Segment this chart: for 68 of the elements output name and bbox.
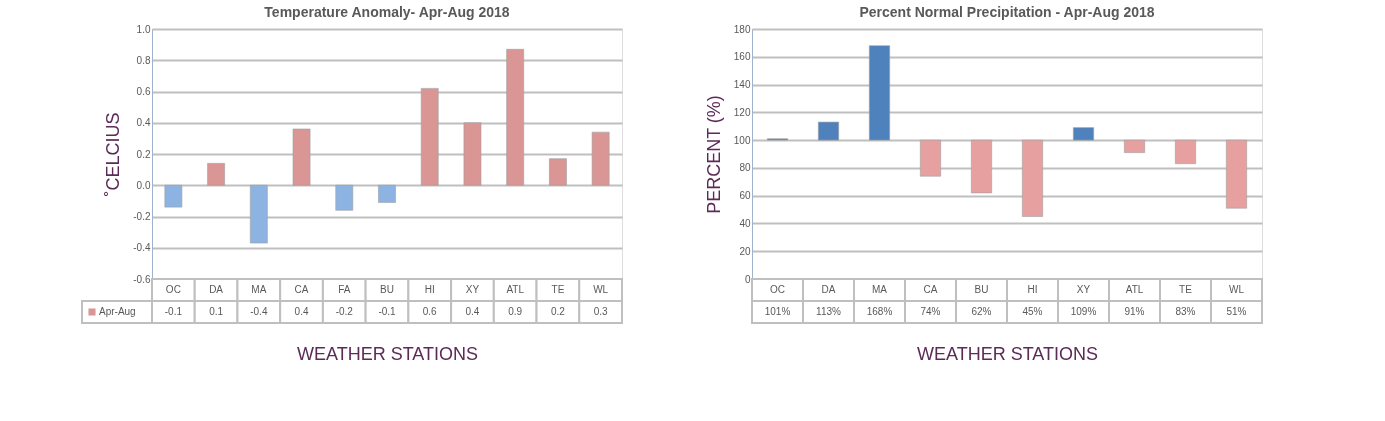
chart-title: Temperature Anomaly- Apr-Aug 2018 xyxy=(264,4,510,20)
y-tick-label: 140 xyxy=(733,79,751,91)
y-tick-label: 80 xyxy=(739,162,751,174)
y-tick-label: 40 xyxy=(739,217,751,229)
data-label: 62% xyxy=(971,306,992,317)
chart-title: Percent Normal Precipitation - Apr-Aug 2018 xyxy=(859,4,1155,20)
x-tick-label: CA xyxy=(294,284,309,295)
data-label: 0.4 xyxy=(465,306,480,317)
x-tick-label: BU xyxy=(380,284,394,295)
y-tick-label: 0.0 xyxy=(136,179,151,191)
x-tick-label: MA xyxy=(872,284,888,295)
x-tick-label: TE xyxy=(551,284,565,295)
x-tick-label: MA xyxy=(251,284,267,295)
y-axis-title: ˚CELCIUS xyxy=(103,112,124,197)
y-tick-label: 1.0 xyxy=(136,23,151,35)
y-axis-title: PERCENT (%) xyxy=(703,95,724,214)
x-tick-label: XY xyxy=(1076,284,1091,295)
data-label: 91% xyxy=(1124,306,1145,317)
data-label: 45% xyxy=(1022,306,1043,317)
legend-label: Apr-Aug xyxy=(99,306,136,317)
x-tick-label: DA xyxy=(209,284,224,295)
data-label: 74% xyxy=(920,306,941,317)
x-tick-label: DA xyxy=(821,284,836,295)
y-tick-label: 60 xyxy=(739,190,751,202)
x-tick-label: FA xyxy=(338,284,351,295)
x-axis-title: WEATHER STATIONS xyxy=(916,343,1099,364)
x-tick-label: OC xyxy=(770,284,785,295)
data-label: 113% xyxy=(816,306,842,317)
data-label: -0.1 xyxy=(164,306,183,317)
y-tick-label: 160 xyxy=(733,51,751,63)
data-label: 83% xyxy=(1175,306,1196,317)
data-label: 0.4 xyxy=(294,306,309,317)
data-label: -0.1 xyxy=(378,306,397,317)
x-tick-label: BU xyxy=(974,284,989,295)
y-tick-label: 0 xyxy=(744,273,751,285)
y-tick-label: -0.2 xyxy=(133,211,151,222)
data-label: 101% xyxy=(764,306,791,317)
x-tick-label: HI xyxy=(424,284,435,295)
y-tick-label: -0.4 xyxy=(133,242,151,254)
data-label: 0.1 xyxy=(209,306,224,317)
y-tick-label: 0.4 xyxy=(136,117,151,129)
y-tick-label: 20 xyxy=(739,245,751,257)
x-tick-label: OC xyxy=(165,284,181,295)
x-tick-label: HI xyxy=(1027,284,1038,295)
data-label: -0.2 xyxy=(335,306,354,317)
y-tick-label: 100 xyxy=(733,134,751,146)
y-tick-label: 180 xyxy=(733,23,751,35)
data-label: 109% xyxy=(1070,306,1097,317)
x-tick-label: TE xyxy=(1179,284,1193,295)
data-label: 51% xyxy=(1226,306,1247,317)
data-label: 0.2 xyxy=(550,306,566,317)
x-tick-label: WL xyxy=(593,284,609,295)
y-tick-label: 0.2 xyxy=(136,148,151,160)
x-tick-label: WL xyxy=(1229,284,1245,295)
x-tick-label: ATL xyxy=(1125,284,1144,295)
data-label: 0.9 xyxy=(508,306,523,317)
data-label: -0.4 xyxy=(250,306,268,317)
y-tick-label: 0.8 xyxy=(136,54,151,66)
data-label: 168% xyxy=(866,306,893,317)
x-tick-label: XY xyxy=(465,284,480,295)
data-label: 0.6 xyxy=(422,306,438,317)
data-label: 0.3 xyxy=(593,306,609,317)
x-tick-label: CA xyxy=(923,284,938,295)
y-tick-label: 120 xyxy=(733,106,751,118)
x-tick-label: ATL xyxy=(506,284,525,295)
y-tick-label: -0.6 xyxy=(133,273,151,285)
x-axis-title: WEATHER STATIONS xyxy=(296,343,479,364)
y-tick-label: 0.6 xyxy=(136,86,151,97)
